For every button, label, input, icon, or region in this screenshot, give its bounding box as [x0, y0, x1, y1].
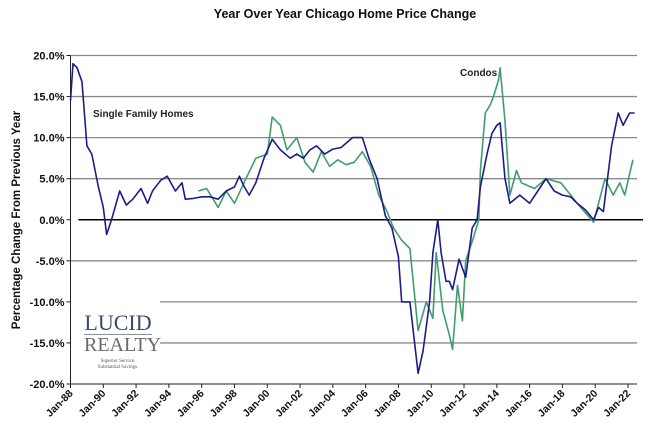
- x-tick-label: Jan-02: [273, 388, 305, 420]
- series-condos: [198, 67, 634, 351]
- annotation-single-family: Single Family Homes: [93, 109, 194, 120]
- x-tick-label: Jan-92: [109, 388, 141, 420]
- chart-title: Year Over Year Chicago Home Price Change: [213, 7, 477, 21]
- x-tick-label: Jan-98: [208, 388, 240, 420]
- y-axis-label: Percentage Change From Previous Year: [11, 110, 23, 329]
- logo-tagline1: Superior Service.: [100, 359, 136, 364]
- y-tick-label: -5.0%: [36, 256, 65, 268]
- x-tick-label: Jan-06: [339, 388, 371, 420]
- y-tick-label: 10.0%: [33, 133, 64, 145]
- x-tick-label: Jan-20: [568, 388, 600, 420]
- y-tick-label: -10.0%: [30, 297, 65, 309]
- x-tick-label: Jan-96: [175, 388, 207, 420]
- x-tick-label: Jan-22: [601, 388, 633, 420]
- x-tick-label: Jan-08: [372, 388, 404, 420]
- logo-line2: REALTY: [84, 334, 162, 356]
- x-tick-label: Jan-18: [536, 388, 568, 420]
- x-tick-label: Jan-10: [404, 388, 436, 420]
- lucid-realty-logo: LUCID REALTY Superior Service. Substanti…: [78, 310, 162, 371]
- series-single-family-homes: [69, 62, 635, 375]
- logo-line1: LUCID: [84, 310, 152, 335]
- x-tick-label: Jan-04: [306, 388, 338, 420]
- y-tick-label: 5.0%: [39, 174, 64, 186]
- logo-tagline2: Substantial Savings.: [97, 365, 139, 370]
- x-tick-label: Jan-90: [76, 388, 108, 420]
- y-tick-label: 0.0%: [39, 215, 64, 227]
- y-tick-label: 15.0%: [33, 92, 64, 104]
- y-tick-label: -15.0%: [30, 338, 65, 350]
- annotation-condos: Condos: [460, 68, 498, 79]
- x-tick-label: Jan-12: [437, 388, 469, 420]
- x-tick-label: Jan-00: [240, 388, 272, 420]
- x-tick-label: Jan-14: [470, 388, 502, 420]
- x-tick-label: Jan-94: [142, 388, 174, 420]
- y-tick-label: -20.0%: [30, 379, 65, 391]
- x-tick-label: Jan-88: [44, 388, 76, 420]
- y-tick-label: 20.0%: [33, 51, 64, 63]
- x-tick-label: Jan-16: [503, 388, 535, 420]
